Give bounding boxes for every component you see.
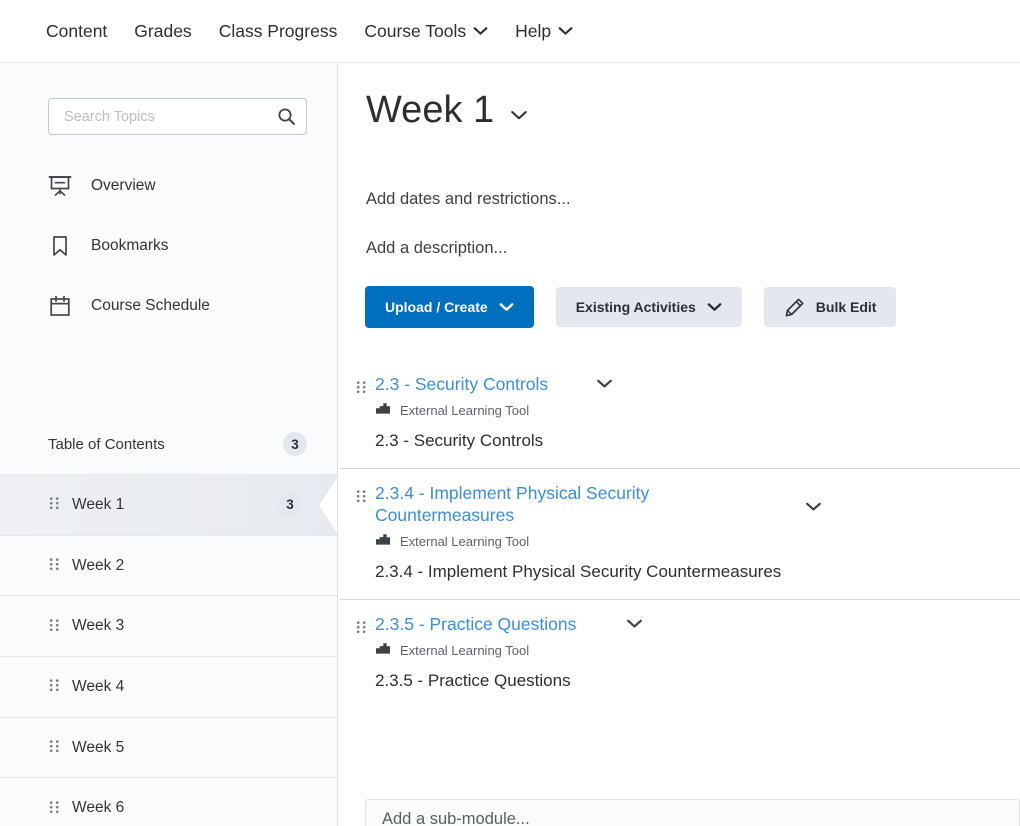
- chevron-down-icon: [558, 26, 573, 36]
- page-title: Week 1: [366, 89, 495, 131]
- upload-create-button[interactable]: Upload / Create: [365, 286, 534, 328]
- drag-handle-icon[interactable]: [355, 380, 368, 397]
- search-icon[interactable]: [277, 107, 296, 126]
- week-label: Week 2: [72, 556, 125, 574]
- bulk-edit-label: Bulk Edit: [815, 299, 877, 315]
- puzzle-piece-icon: [375, 402, 391, 420]
- existing-activities-button[interactable]: Existing Activities: [555, 287, 742, 327]
- search-topics-container: [48, 98, 307, 135]
- week-label: Week 4: [72, 677, 125, 695]
- content-item-link[interactable]: 2.3.4 - Implement Physical Security Coun…: [375, 482, 650, 525]
- action-button-row: Upload / Create Existing Activities Bulk…: [365, 286, 897, 328]
- top-navigation-bar: Content Grades Class Progress Course Too…: [0, 0, 1020, 63]
- sidebar-item-week-2[interactable]: Week 2: [0, 534, 337, 596]
- content-item: 2.3 - Security Controls External Learnin…: [339, 360, 1020, 468]
- drag-handle-icon[interactable]: [48, 678, 61, 695]
- chevron-down-icon: [499, 302, 514, 312]
- content-item: 2.3.4 - Implement Physical Security Coun…: [339, 467, 1020, 599]
- nav-item-help[interactable]: Help: [515, 21, 573, 42]
- bulk-edit-button[interactable]: Bulk Edit: [763, 287, 897, 327]
- puzzle-piece-icon: [375, 533, 391, 551]
- chevron-down-icon[interactable]: [510, 109, 528, 129]
- content-item-link[interactable]: 2.3 - Security Controls: [375, 374, 549, 394]
- drag-handle-icon[interactable]: [48, 557, 61, 574]
- drag-handle-icon[interactable]: [48, 496, 61, 513]
- chevron-down-icon[interactable]: [596, 378, 613, 389]
- week-label: Week 5: [72, 738, 125, 756]
- drag-handle-icon[interactable]: [48, 618, 61, 635]
- content-item-type: External Learning Tool: [375, 533, 1020, 551]
- drag-handle-icon[interactable]: [48, 800, 61, 817]
- nav-item-label: Content: [46, 20, 108, 41]
- content-item-description: 2.3 - Security Controls: [375, 430, 544, 450]
- sub-module-input[interactable]: [380, 808, 1019, 826]
- sidebar-item-week-5[interactable]: Week 5: [0, 716, 337, 778]
- add-sub-module-field[interactable]: [365, 799, 1020, 826]
- week-count-badge: 3: [278, 492, 302, 517]
- chevron-down-icon: [707, 302, 722, 312]
- content-item-description: 2.3.4 - Implement Physical Security Coun…: [375, 561, 782, 581]
- content-item-type: External Learning Tool: [375, 402, 1020, 420]
- nav-item-course-tools[interactable]: Course Tools: [364, 21, 488, 42]
- content-item-description: 2.3.5 - Practice Questions: [375, 670, 571, 690]
- nav-item-label: Help: [515, 20, 552, 41]
- week-label: Week 3: [72, 617, 125, 635]
- sidebar-item-week-4[interactable]: Week 4: [0, 656, 337, 717]
- sidebar-item-course-schedule[interactable]: Course Schedule: [48, 294, 210, 318]
- content-item-list: 2.3 - Security Controls External Learnin…: [339, 360, 1020, 708]
- add-description-link[interactable]: Add a description...: [366, 239, 508, 257]
- drag-handle-icon[interactable]: [48, 739, 61, 756]
- nav-item-grades[interactable]: Grades: [134, 21, 191, 42]
- existing-activities-label: Existing Activities: [575, 299, 696, 315]
- sidebar: Overview Bookmarks Course Schedule Table…: [0, 64, 338, 826]
- search-topics-box[interactable]: [48, 98, 307, 135]
- sidebar-item-week-6[interactable]: Week 6: [0, 777, 337, 826]
- puzzle-piece-icon: [375, 642, 391, 660]
- sidebar-item-label: Overview: [91, 177, 156, 194]
- add-dates-restrictions-link[interactable]: Add dates and restrictions...: [366, 190, 571, 208]
- sidebar-item-label: Course Schedule: [91, 297, 210, 314]
- nav-item-class-progress[interactable]: Class Progress: [219, 21, 338, 42]
- presentation-screen-icon: [48, 174, 72, 198]
- table-of-contents-header[interactable]: Table of Contents 3: [48, 432, 307, 456]
- table-of-contents-label: Table of Contents: [48, 435, 165, 453]
- selected-indicator-arrow: [315, 475, 337, 535]
- content-item-type: External Learning Tool: [375, 642, 1020, 660]
- content-item-type-label: External Learning Tool: [400, 643, 530, 658]
- week-label: Week 6: [72, 799, 125, 817]
- nav-item-label: Class Progress: [218, 20, 338, 41]
- table-of-contents-count-badge: 3: [283, 432, 307, 456]
- calendar-icon: [48, 294, 72, 318]
- nav-item-label: Grades: [134, 20, 192, 41]
- sidebar-item-week-3[interactable]: Week 3: [0, 595, 337, 656]
- content-item: 2.3.5 - Practice Questions External Lear…: [339, 598, 1020, 708]
- sidebar-item-label: Bookmarks: [91, 237, 169, 254]
- content-item-link[interactable]: 2.3.5 - Practice Questions: [375, 613, 577, 634]
- bookmark-icon: [48, 234, 72, 258]
- chevron-down-icon[interactable]: [626, 618, 643, 629]
- sidebar-item-overview[interactable]: Overview: [48, 174, 156, 198]
- search-input[interactable]: [62, 107, 277, 126]
- drag-handle-icon[interactable]: [355, 489, 368, 506]
- main-content: Week 1 Add dates and restrictions... Add…: [339, 64, 1020, 826]
- chevron-down-icon[interactable]: [805, 501, 822, 512]
- nav-item-content[interactable]: Content: [46, 21, 107, 42]
- week-list: Week 1 3 Week 2: [0, 474, 337, 826]
- sidebar-item-bookmarks[interactable]: Bookmarks: [48, 234, 169, 258]
- sidebar-item-week-1[interactable]: Week 1 3: [0, 474, 337, 535]
- content-item-type-label: External Learning Tool: [400, 403, 530, 419]
- page-title-container: Week 1: [366, 91, 528, 129]
- nav-item-label: Course Tools: [364, 20, 467, 41]
- content-item-type-label: External Learning Tool: [400, 534, 530, 550]
- pencil-icon: [784, 297, 805, 318]
- upload-create-label: Upload / Create: [385, 299, 488, 315]
- chevron-down-icon: [473, 26, 488, 36]
- drag-handle-icon[interactable]: [355, 620, 368, 637]
- week-label: Week 1: [72, 495, 125, 513]
